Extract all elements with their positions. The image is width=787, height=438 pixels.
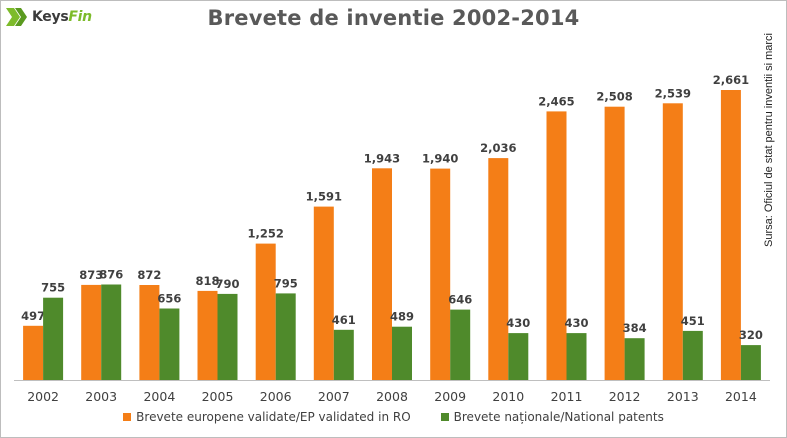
brand-logo: KeysFin bbox=[4, 4, 92, 30]
x-tick-label-2014: 2014 bbox=[725, 389, 757, 404]
data-label-national-2013: 451 bbox=[681, 314, 705, 328]
x-tick-label-2011: 2011 bbox=[551, 389, 583, 404]
legend-swatch-european bbox=[123, 413, 132, 421]
bar-national-2014 bbox=[740, 345, 761, 380]
legend-label-national: Brevete naționale/National patents bbox=[453, 410, 664, 424]
data-label-national-2011: 430 bbox=[564, 316, 588, 330]
data-label-european-2006: 1,252 bbox=[248, 227, 284, 241]
data-label-european-2012: 2,508 bbox=[596, 90, 632, 104]
data-label-european-2008: 1,943 bbox=[364, 151, 400, 165]
bar-european-2011 bbox=[546, 111, 567, 381]
data-label-national-2005: 790 bbox=[215, 277, 239, 291]
data-label-national-2012: 384 bbox=[623, 321, 647, 335]
bar-european-2005 bbox=[197, 290, 218, 380]
bar-european-2007 bbox=[313, 206, 334, 380]
bar-national-2006 bbox=[275, 293, 296, 380]
legend-item-european: Brevete europene validate/EP validated i… bbox=[123, 410, 411, 424]
x-tick-label-2004: 2004 bbox=[143, 389, 175, 404]
x-tick-label-2002: 2002 bbox=[27, 389, 59, 404]
data-label-european-2009: 1,940 bbox=[422, 152, 458, 166]
bar-national-2007 bbox=[333, 329, 354, 380]
bar-european-2003 bbox=[81, 284, 102, 380]
bar-national-2010 bbox=[508, 333, 529, 380]
keysfin-logo-icon bbox=[6, 8, 27, 26]
bar-european-2004 bbox=[139, 285, 160, 380]
bar-national-2009 bbox=[450, 309, 471, 380]
x-tick-label-2012: 2012 bbox=[609, 389, 641, 404]
data-label-european-2013: 2,539 bbox=[655, 86, 691, 100]
x-tick-label-2007: 2007 bbox=[318, 389, 350, 404]
data-label-national-2009: 646 bbox=[448, 293, 472, 307]
x-tick-label-2006: 2006 bbox=[260, 389, 292, 404]
legend-label-european: Brevete europene validate/EP validated i… bbox=[136, 410, 411, 424]
legend-swatch-national bbox=[440, 413, 449, 421]
bar-national-2008 bbox=[392, 326, 412, 380]
bar-european-2009 bbox=[430, 168, 451, 380]
data-label-national-2006: 795 bbox=[274, 276, 298, 290]
data-label-national-2002: 755 bbox=[41, 281, 65, 295]
chart-title: Brevete de inventie 2002-2014 bbox=[207, 6, 580, 30]
x-tick-label-2003: 2003 bbox=[85, 389, 117, 404]
bar-national-2003 bbox=[101, 284, 122, 380]
bar-european-2013 bbox=[662, 103, 683, 381]
bar-national-2013 bbox=[682, 330, 703, 380]
bar-european-2006 bbox=[255, 243, 276, 380]
x-tick-label-2010: 2010 bbox=[492, 389, 524, 404]
data-label-national-2014: 320 bbox=[739, 328, 763, 342]
data-label-national-2004: 656 bbox=[157, 292, 181, 306]
x-tick-label-2013: 2013 bbox=[667, 389, 699, 404]
data-label-national-2010: 430 bbox=[506, 316, 530, 330]
x-tick-label-2005: 2005 bbox=[202, 389, 234, 404]
bar-european-2008 bbox=[372, 168, 392, 380]
bar-european-2002 bbox=[23, 325, 44, 380]
data-label-european-2002: 497 bbox=[21, 309, 45, 323]
data-label-national-2007: 461 bbox=[332, 313, 356, 327]
x-tick-label-2008: 2008 bbox=[376, 389, 408, 404]
legend-item-national: Brevete naționale/National patents bbox=[440, 410, 664, 424]
data-label-european-2010: 2,036 bbox=[480, 141, 516, 155]
bar-european-2014 bbox=[720, 90, 741, 380]
data-label-national-2008: 489 bbox=[390, 310, 414, 324]
bar-national-2002 bbox=[43, 297, 64, 380]
data-label-european-2011: 2,465 bbox=[538, 94, 574, 108]
chart-legend: Brevete europene validate/EP validated i… bbox=[0, 410, 787, 424]
x-tick-label-2009: 2009 bbox=[434, 389, 466, 404]
data-label-national-2003: 876 bbox=[99, 268, 123, 282]
bar-national-2011 bbox=[566, 333, 587, 380]
bar-national-2012 bbox=[624, 338, 645, 380]
bar-national-2004 bbox=[159, 308, 180, 380]
data-label-european-2007: 1,591 bbox=[306, 190, 342, 204]
bar-national-2005 bbox=[217, 293, 238, 380]
brand-name: KeysFin bbox=[32, 9, 92, 25]
data-label-european-2004: 872 bbox=[137, 268, 161, 282]
bar-european-2012 bbox=[604, 106, 625, 380]
data-label-european-2005: 818 bbox=[195, 274, 219, 288]
data-label-european-2014: 2,661 bbox=[713, 73, 749, 87]
bar-european-2010 bbox=[488, 158, 509, 380]
data-label-european-2003: 873 bbox=[79, 268, 103, 282]
